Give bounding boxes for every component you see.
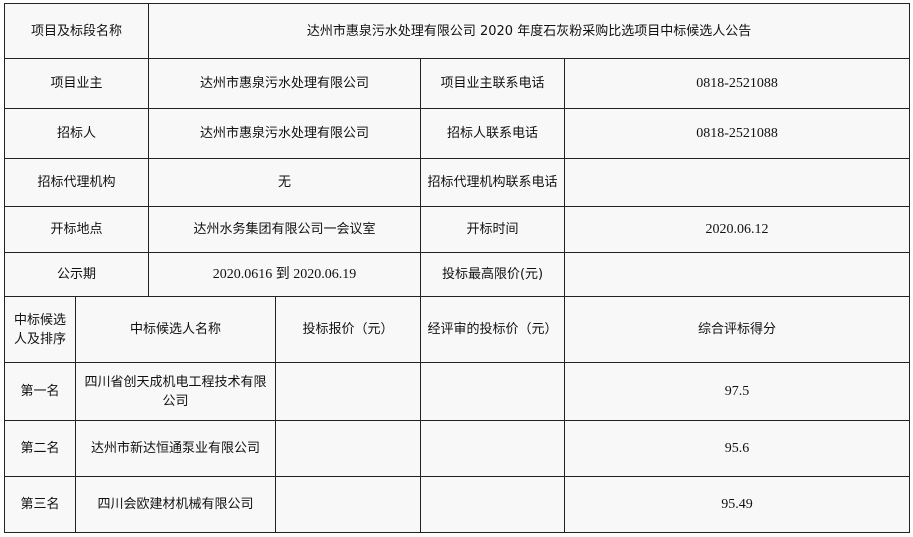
candidate-rank: 第三名 [4,476,76,533]
table-row: 第三名 四川会欧建材机械有限公司 95.49 [4,476,911,533]
open-time-value: 2020.06.12 [564,206,911,253]
agency-label: 招标代理机构 [3,158,150,207]
tenderer-phone-value: 0818-2521088 [564,108,911,159]
header-bid: 投标报价（元） [275,296,422,363]
candidate-reviewed [420,476,566,533]
candidate-bid [275,476,422,533]
tenderer-phone-label: 招标人联系电话 [420,108,566,159]
table-row: 第二名 达州市新达恒通泵业有限公司 95.6 [4,420,911,477]
location-label: 开标地点 [3,206,150,253]
bid-announcement-table: 项目及标段名称 达州市惠泉污水处理有限公司 2020 年度石灰粉采购比选项目中标… [3,3,911,533]
candidates-header-row: 中标候选人及排序 中标候选人名称 投标报价（元） 经评审的投标价（元） 综合评标… [4,296,911,363]
tenderer-value: 达州市惠泉污水处理有限公司 [148,108,422,159]
tenderer-label: 招标人 [3,108,150,159]
table-row: 第一名 四川省创天成机电工程技术有限公司 97.5 [4,362,911,421]
agency-phone-value [564,158,911,207]
project-value: 达州市惠泉污水处理有限公司 2020 年度石灰粉采购比选项目中标候选人公告 [148,3,911,59]
owner-value: 达州市惠泉污水处理有限公司 [148,58,422,109]
period-label: 公示期 [3,252,150,297]
owner-phone-label: 项目业主联系电话 [420,58,566,109]
header-name: 中标候选人名称 [74,296,277,363]
candidate-name: 达州市新达恒通泵业有限公司 [74,420,277,477]
candidate-reviewed [420,362,566,421]
candidate-score: 95.49 [564,476,911,533]
max-price-label: 投标最高限价(元) [420,252,566,297]
location-row: 开标地点 达州水务集团有限公司一会议室 开标时间 2020.06.12 [3,206,911,253]
candidate-reviewed [420,420,566,477]
candidate-bid [275,362,422,421]
agency-value: 无 [148,158,422,207]
header-score: 综合评标得分 [564,296,911,363]
tenderer-row: 招标人 达州市惠泉污水处理有限公司 招标人联系电话 0818-2521088 [3,108,911,159]
candidate-score: 97.5 [564,362,911,421]
project-label: 项目及标段名称 [3,3,150,59]
header-rank: 中标候选人及排序 [4,296,76,363]
period-row: 公示期 2020.0616 到 2020.06.19 投标最高限价(元) [3,252,911,297]
owner-label: 项目业主 [3,58,150,109]
owner-row: 项目业主 达州市惠泉污水处理有限公司 项目业主联系电话 0818-2521088 [3,58,911,109]
location-value: 达州水务集团有限公司一会议室 [148,206,422,253]
candidate-score: 95.6 [564,420,911,477]
candidate-rank: 第一名 [4,362,76,421]
candidate-name: 四川省创天成机电工程技术有限公司 [74,362,277,421]
project-row: 项目及标段名称 达州市惠泉污水处理有限公司 2020 年度石灰粉采购比选项目中标… [3,3,911,59]
agency-phone-label: 招标代理机构联系电话 [420,158,566,207]
agency-row: 招标代理机构 无 招标代理机构联系电话 [3,158,911,207]
owner-phone-value: 0818-2521088 [564,58,911,109]
candidate-bid [275,420,422,477]
candidate-name: 四川会欧建材机械有限公司 [74,476,277,533]
candidate-rank: 第二名 [4,420,76,477]
open-time-label: 开标时间 [420,206,566,253]
header-reviewed: 经评审的投标价（元） [420,296,566,363]
max-price-value [564,252,911,297]
period-value: 2020.0616 到 2020.06.19 [148,252,422,297]
